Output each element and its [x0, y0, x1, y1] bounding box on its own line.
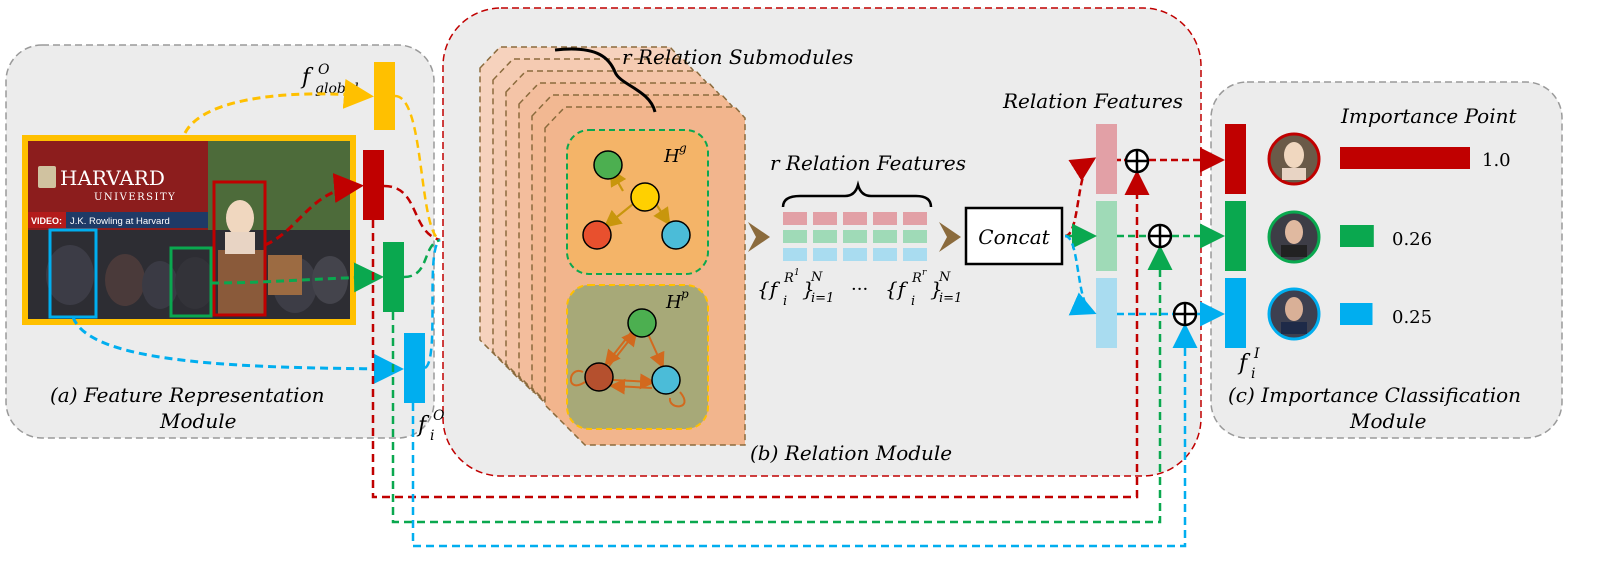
- blue-to-relation: [424, 238, 441, 370]
- red-person-box: [212, 180, 267, 317]
- blue-feature-bar: [404, 333, 425, 403]
- relation-features-label: r Relation Features: [770, 151, 966, 175]
- importance-value-green: 0.26: [1392, 229, 1432, 250]
- red-to-relation: [383, 184, 441, 242]
- photo-video-text: J.K. Rowling at Harvard: [70, 216, 170, 227]
- avatar-blue: [1267, 287, 1321, 341]
- svg-text:N: N: [810, 270, 823, 285]
- global-feature-bar: [374, 62, 395, 130]
- svg-text:R: R: [783, 271, 794, 286]
- svg-text:Module: Module: [1349, 409, 1426, 433]
- svg-text:i=1: i=1: [811, 291, 834, 306]
- green-relation-bar: [1096, 201, 1117, 271]
- svg-text:}: }: [802, 277, 815, 301]
- graph-g-node-blue: [661, 220, 691, 250]
- formula-ellipsis: ···: [851, 279, 868, 300]
- svg-text:(b) Relation Module: (b) Relation Module: [750, 441, 952, 465]
- arrow-into-features: [748, 222, 770, 252]
- svg-text:H: H: [665, 292, 682, 313]
- green-photo-arrow: [210, 262, 384, 293]
- relation-feature-cells: [783, 212, 927, 261]
- avatar-green: [1267, 210, 1321, 264]
- svg-text:H: H: [663, 146, 680, 167]
- importance-module-caption: (c) Importance Classification Module: [1228, 383, 1521, 433]
- concat-label: Concat: [978, 225, 1050, 249]
- red-feature-bar: [363, 150, 384, 220]
- graph-g-node-yellow: [630, 182, 660, 212]
- red-final-bar: [1225, 124, 1246, 194]
- blue-photo-arrow: [71, 316, 404, 384]
- concat-to-red: [1064, 157, 1097, 238]
- svg-text:i: i: [911, 294, 915, 309]
- svg-text:O: O: [318, 62, 330, 78]
- feature-module-caption: (a) Feature Representation Module: [50, 383, 325, 433]
- graph-g-node-red: [582, 220, 612, 250]
- arrow-into-concat: [939, 222, 961, 252]
- green-add-node: [1147, 223, 1173, 249]
- concat-box: [964, 206, 1064, 266]
- green-final-bar: [1225, 201, 1246, 271]
- relation-output-label: Relation Features: [1002, 89, 1183, 113]
- importance-value-red: 1.0: [1482, 150, 1511, 171]
- relation-features-brace: [781, 180, 933, 208]
- graph-g-node-green: [593, 150, 623, 180]
- relation-module-caption: (b) Relation Module: [750, 441, 952, 465]
- formula-left: {f i R 1 } i=1 N: [757, 268, 834, 309]
- importance-bar-red: [1340, 147, 1470, 169]
- yellow-to-relation: [394, 94, 441, 242]
- importance-value-blue: 0.25: [1392, 307, 1432, 328]
- submodules-brace: [554, 47, 657, 113]
- svg-text:r: r: [922, 268, 927, 278]
- svg-text:i=1: i=1: [939, 291, 962, 306]
- importance-bar-blue: [1340, 303, 1373, 325]
- submodules-label: r Relation Submodules: [622, 45, 853, 69]
- green-to-relation: [403, 238, 441, 279]
- red-residual-path: [371, 170, 1150, 499]
- svg-text:(a) Feature Representation: (a) Feature Representation: [50, 383, 325, 407]
- red-relation-bar: [1096, 124, 1117, 194]
- graph-g: H g: [566, 129, 709, 275]
- svg-text:{f: {f: [885, 277, 909, 301]
- svg-text:I: I: [1253, 346, 1260, 362]
- blue-final-bar: [1225, 278, 1246, 348]
- green-residual-path: [391, 245, 1173, 524]
- photo-logo-top: HARVARD: [60, 166, 165, 190]
- svg-text:}: }: [930, 277, 943, 301]
- svg-text:{f: {f: [757, 277, 781, 301]
- svg-text:1: 1: [794, 268, 800, 278]
- photo-video-tag: VIDEO:: [31, 216, 62, 226]
- blue-residual-path: [411, 323, 1198, 548]
- importance-title: Importance Point: [1340, 104, 1517, 128]
- graph-p: H p: [566, 284, 709, 430]
- svg-text:(c) Importance Classification: (c) Importance Classification: [1228, 383, 1521, 407]
- avatar-red: [1267, 132, 1321, 186]
- yellow-photo-arrow: [183, 78, 374, 134]
- svg-text:g: g: [679, 141, 687, 155]
- graph-p-node-blue: [651, 365, 681, 395]
- blue-relation-bar: [1096, 278, 1117, 348]
- svg-text:i: i: [1251, 366, 1255, 382]
- svg-text:N: N: [938, 270, 951, 285]
- red-add-node: [1124, 148, 1150, 174]
- svg-text:Module: Module: [159, 409, 236, 433]
- green-feature-bar: [383, 242, 404, 312]
- red-photo-arrow: [264, 173, 364, 247]
- graph-p-node-green: [627, 308, 657, 338]
- graph-p-node-red: [584, 362, 614, 392]
- svg-text:p: p: [681, 287, 689, 301]
- input-photo: HARVARD UNIVERSITY VIDEO: J.K. Rowling a…: [22, 135, 356, 325]
- svg-text:i: i: [783, 294, 787, 309]
- photo-logo-bottom: UNIVERSITY: [94, 192, 176, 203]
- svg-text:R: R: [911, 271, 922, 286]
- formula-right: {f i R r } i=1 N: [885, 268, 962, 309]
- svg-text:i: i: [430, 428, 434, 444]
- blue-add-node: [1172, 301, 1198, 327]
- concat-to-blue: [1064, 234, 1097, 316]
- importance-bar-green: [1340, 225, 1374, 247]
- svg-text:O: O: [433, 408, 445, 424]
